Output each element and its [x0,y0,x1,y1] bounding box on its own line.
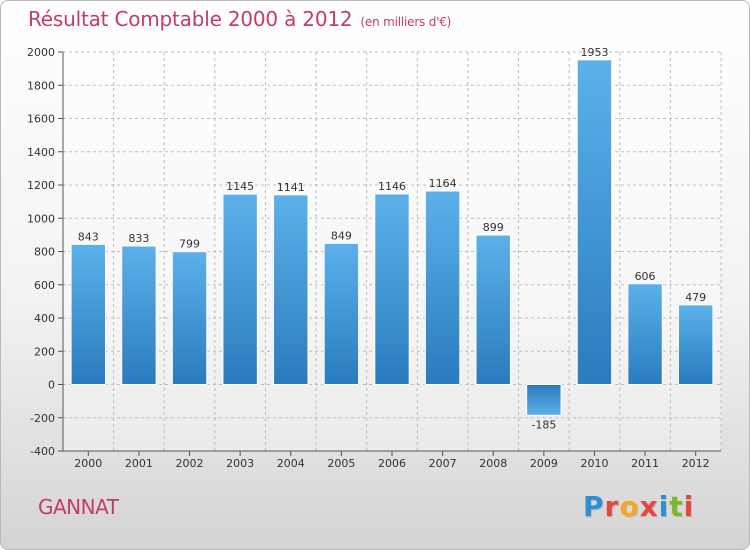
x-tick-label: 2004 [277,457,305,470]
bar-2006 [374,193,410,385]
chart-subtitle: (en milliers d'€) [360,15,452,29]
bar-2009 [526,384,562,416]
y-tick-label: 1600 [27,113,55,126]
proxiti-logo[interactable]: Proxiti [583,490,694,523]
y-tick-label: -200 [30,412,55,425]
y-tick-label: 400 [34,312,55,325]
bar-2002 [171,251,208,385]
data-label: 799 [179,238,200,251]
bar-2000 [70,243,107,385]
x-tick-label: 2005 [327,457,355,470]
data-label: -185 [531,418,556,431]
city-name: GANNAT [38,495,119,519]
bar-2008 [475,234,511,385]
x-tick-label: 2006 [378,457,406,470]
x-tick-label: 2003 [226,457,254,470]
logo-letter: x [639,490,659,523]
bar-2001 [121,245,157,385]
data-label: 1146 [378,180,406,193]
chart-title: Résultat Comptable 2000 à 2012 (en millie… [28,7,451,31]
x-tick-label: 2011 [631,457,659,470]
y-tick-label: 0 [48,379,55,392]
bar-2007 [424,190,461,385]
logo-letter: r [604,490,620,523]
bar-2003 [222,193,258,385]
bar-2005 [323,242,360,385]
y-tick-label: 200 [34,345,55,358]
logo-letter: i [683,490,695,523]
logo-letter: i [658,490,670,523]
logo-letter: t [669,490,684,523]
bars [70,59,714,416]
data-label: 899 [483,221,504,234]
y-tick-label: 1800 [27,79,55,92]
y-tick-label: 1000 [27,212,55,225]
y-tick-label: -400 [30,445,55,458]
x-tick-label: 2012 [682,457,710,470]
data-label: 1141 [277,181,305,194]
logo-letter: o [619,490,640,523]
bar-2004 [273,194,309,385]
x-tick-label: 2007 [429,457,457,470]
x-tick-label: 2001 [125,457,153,470]
y-tick-label: 800 [34,246,55,259]
y-tick-label: 1400 [27,146,55,159]
data-label: 833 [128,232,149,245]
chart-title-text: Résultat Comptable 2000 à 2012 [28,7,353,31]
bar-2011 [627,283,663,385]
logo-letter: P [583,490,605,523]
data-label: 843 [78,230,99,243]
data-label: 1145 [226,180,254,193]
x-tick-label: 2008 [479,457,507,470]
x-tick-label: 2002 [176,457,204,470]
x-tick-label: 2010 [580,457,608,470]
x-tick-label: 2009 [530,457,558,470]
bar-2012 [677,304,714,385]
data-label: 1953 [580,46,608,59]
data-labels: 843 833 799 1145 1141 849 1146 1164 899 -185 1953 6… [78,46,706,431]
data-label: 849 [331,229,352,242]
y-tick-label: 1200 [27,179,55,192]
y-tick-label: 600 [34,279,55,292]
bar-2010 [576,59,613,385]
y-tick-label: 2000 [27,46,55,59]
data-label: 1164 [429,177,457,190]
axes: -400 -200 0 200 400 600 800 1000 1200 1400 1600 180… [27,46,721,470]
data-label: 606 [635,270,656,283]
data-label: 479 [685,291,706,304]
x-tick-label: 2000 [74,457,102,470]
